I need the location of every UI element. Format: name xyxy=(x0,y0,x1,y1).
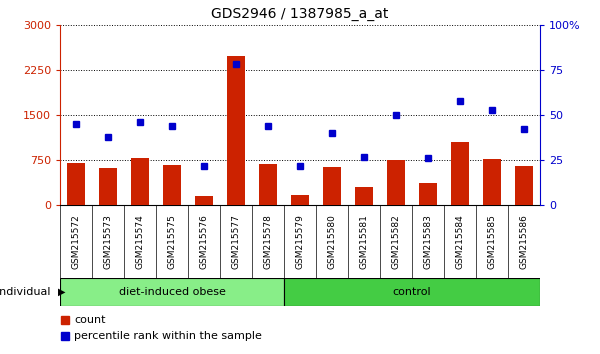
Text: GSM215585: GSM215585 xyxy=(487,214,497,269)
Bar xyxy=(227,56,245,205)
Text: GSM215580: GSM215580 xyxy=(328,214,337,269)
Bar xyxy=(451,142,469,205)
Text: control: control xyxy=(392,287,431,297)
Text: GSM215576: GSM215576 xyxy=(199,214,209,269)
Text: GSM215583: GSM215583 xyxy=(424,214,433,269)
Bar xyxy=(291,195,309,205)
Bar xyxy=(131,158,149,205)
Text: ▶: ▶ xyxy=(58,287,66,297)
Bar xyxy=(419,183,437,205)
Text: GSM215573: GSM215573 xyxy=(104,214,113,269)
Text: percentile rank within the sample: percentile rank within the sample xyxy=(74,331,262,341)
Bar xyxy=(387,160,405,205)
Bar xyxy=(284,278,540,306)
Text: GSM215577: GSM215577 xyxy=(232,214,241,269)
Title: GDS2946 / 1387985_a_at: GDS2946 / 1387985_a_at xyxy=(211,7,389,21)
Bar xyxy=(515,166,533,205)
Text: GSM215586: GSM215586 xyxy=(520,214,529,269)
Text: GSM215582: GSM215582 xyxy=(392,214,401,269)
Text: GSM215581: GSM215581 xyxy=(359,214,368,269)
Bar xyxy=(259,164,277,205)
Bar xyxy=(99,168,117,205)
Text: GSM215574: GSM215574 xyxy=(136,214,145,269)
Bar xyxy=(323,167,341,205)
Text: individual: individual xyxy=(0,287,54,297)
Text: GSM215572: GSM215572 xyxy=(71,214,80,269)
Bar xyxy=(60,278,284,306)
Bar xyxy=(355,187,373,205)
Bar xyxy=(483,159,501,205)
Bar xyxy=(195,196,213,205)
Bar xyxy=(67,163,85,205)
Text: count: count xyxy=(74,315,106,325)
Text: diet-induced obese: diet-induced obese xyxy=(119,287,226,297)
Text: GSM215578: GSM215578 xyxy=(263,214,272,269)
Bar xyxy=(163,165,181,205)
Text: GSM215579: GSM215579 xyxy=(296,214,305,269)
Text: GSM215584: GSM215584 xyxy=(455,214,464,269)
Text: GSM215575: GSM215575 xyxy=(167,214,176,269)
